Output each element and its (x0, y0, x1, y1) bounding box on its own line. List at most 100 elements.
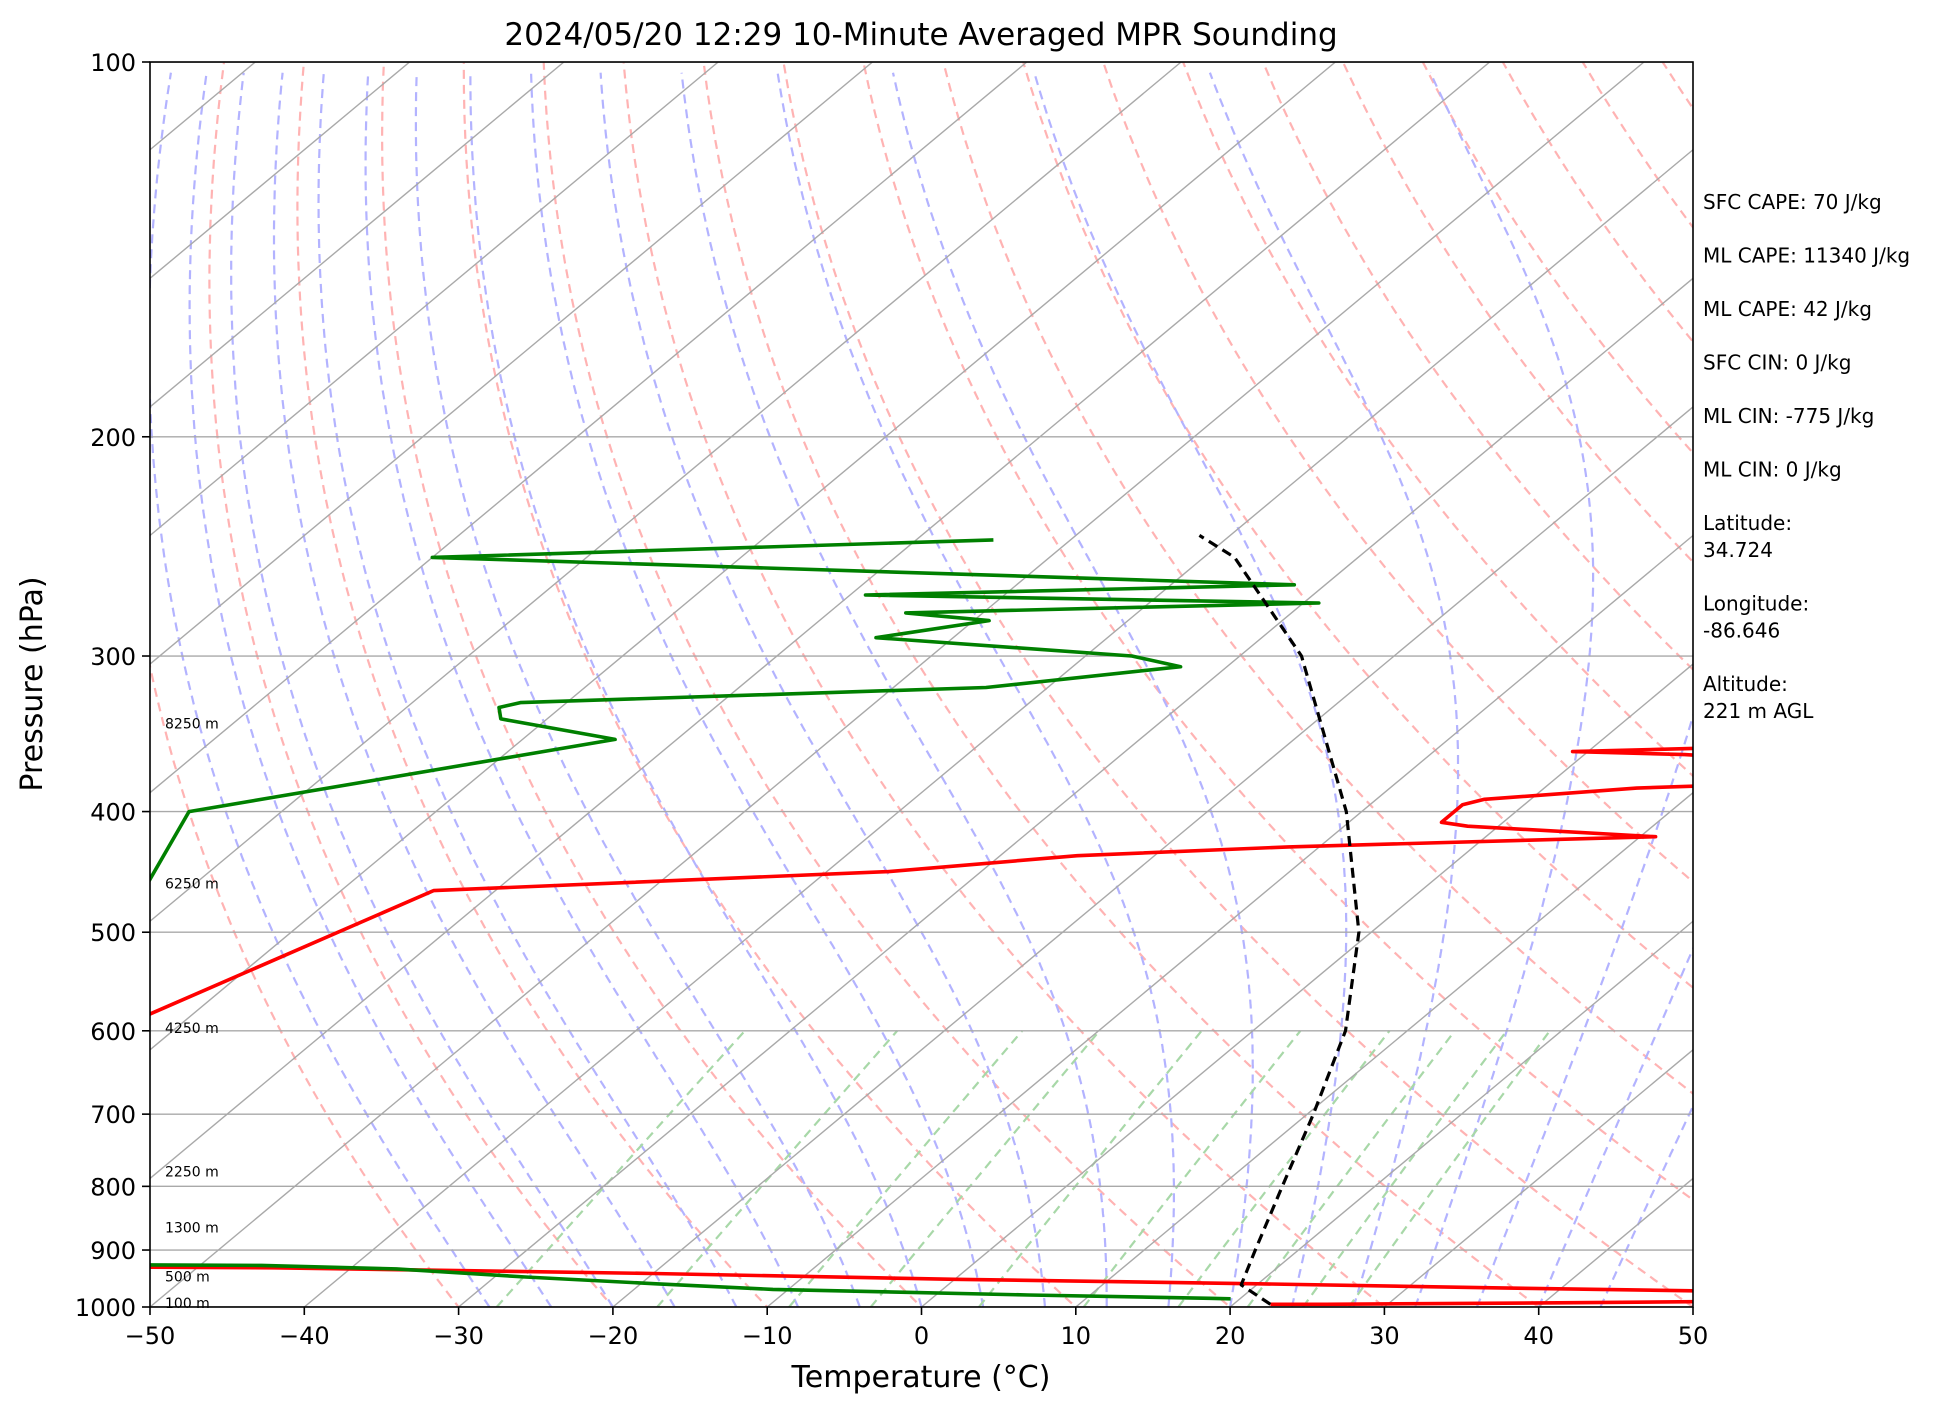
stat-text-value: -86.646 (1703, 619, 1780, 643)
stat-text: SFC CIN: 0 J/kg (1703, 351, 1851, 375)
height-label: 2250 m (165, 1164, 219, 1180)
moist-adiabat (891, 72, 1254, 1307)
x-tick-label: −40 (279, 1322, 330, 1350)
y-axis-label: Pressure (hPa) (15, 576, 50, 791)
isotherm (150, 62, 873, 665)
isotherm (1075, 791, 1693, 1307)
stat-text: Latitude: (1703, 511, 1792, 535)
y-tick-label: 400 (90, 799, 136, 827)
x-tick-label: 30 (1369, 1322, 1400, 1350)
moist-adiabat (599, 72, 1046, 1307)
y-axis: 1000 900 800 700 600 500 400 300 200 100 (75, 49, 150, 1322)
isotherm (1383, 1048, 1693, 1307)
isotherm (150, 62, 1491, 1180)
moist-adiabat (272, 72, 676, 1307)
y-tick-label: 900 (90, 1237, 136, 1265)
x-tick-label: 40 (1523, 1322, 1554, 1350)
sounding-stats: SFC CAPE: 70 J/kg ML CAPE: 11340 J/kg ML C… (1703, 190, 1910, 723)
moist-adiabat (230, 72, 614, 1307)
x-tick-label: 10 (1061, 1322, 1092, 1350)
y-tick-label: 700 (90, 1101, 136, 1129)
dry-adiabat (1341, 62, 1693, 564)
dry-adiabat (702, 62, 1541, 1307)
dry-adiabat (296, 62, 769, 1307)
height-label: 8250 m (165, 717, 219, 733)
stat-text: SFC CAPE: 70 J/kg (1703, 190, 1882, 214)
moist-adiabat (776, 72, 1175, 1307)
dewpoint-line (150, 538, 1321, 1301)
stat-text: ML CAPE: 11340 J/kg (1703, 244, 1910, 268)
y-tick-label: 1000 (75, 1294, 136, 1322)
isotherm (150, 62, 719, 537)
x-tick-label: −30 (433, 1322, 484, 1350)
moist-adiabat (317, 72, 738, 1307)
moist-adiabat (1475, 712, 1693, 1307)
y-tick-label: 800 (90, 1173, 136, 1201)
stat-text: Altitude: (1703, 672, 1788, 696)
mixing-ratio-line (788, 1030, 1024, 1307)
stat-text: ML CIN: -775 J/kg (1703, 404, 1874, 428)
moist-adiabat (364, 72, 800, 1307)
isotherm (150, 62, 411, 280)
stat-text: ML CAPE: 42 J/kg (1703, 297, 1872, 321)
dry-adiabat (542, 62, 1232, 1307)
mixing-ratio-line (1302, 1030, 1508, 1307)
isotherm (1229, 920, 1693, 1307)
height-label: 6250 m (165, 877, 219, 893)
mixing-ratio-line (495, 1030, 746, 1307)
moist-adiabat (150, 72, 491, 1307)
dry-adiabat (942, 62, 1693, 1095)
isotherm (921, 663, 1693, 1307)
y-tick-label: 500 (90, 919, 136, 947)
height-label: 500 m (165, 1269, 210, 1285)
isotherm (150, 62, 1028, 794)
isotherm (612, 406, 1693, 1307)
isotherm (766, 534, 1693, 1307)
dry-adiabat (1181, 62, 1693, 778)
moist-adiabat (1033, 72, 1348, 1307)
y-tick-label: 200 (90, 424, 136, 452)
mixing-ratio-line (1082, 1030, 1302, 1307)
dry-adiabat (462, 62, 1078, 1307)
data-layer (150, 534, 1693, 1307)
dry-adiabat (862, 62, 1693, 1202)
x-tick-label: −20 (588, 1322, 639, 1350)
dry-adiabat (1421, 62, 1693, 455)
moist-adiabat (1208, 72, 1460, 1307)
dry-adiabat (1261, 62, 1693, 671)
moist-adiabat (414, 72, 861, 1307)
moist-adiabat (1537, 945, 1693, 1307)
x-axis-label: Temperature (°C) (791, 1360, 1051, 1395)
moist-adiabat (469, 72, 923, 1307)
mixing-ratio-line (978, 1030, 1203, 1307)
dry-adiabat (380, 62, 924, 1307)
dry-adiabat (1882, 34, 1939, 1333)
dry-adiabat (1803, 34, 1939, 1333)
isotherm (150, 62, 1336, 1051)
isotherm (303, 148, 1693, 1307)
stat-text: Longitude: (1703, 592, 1809, 616)
x-tick-label: −10 (742, 1322, 793, 1350)
dry-adiabat (1022, 62, 1693, 990)
isotherm (458, 277, 1693, 1307)
x-axis: −50 −40 −30 −20 −10 0 10 20 30 40 50 (125, 1307, 1709, 1350)
x-tick-label: 50 (1678, 1322, 1709, 1350)
isotherm (150, 62, 1645, 1307)
dry-adiabat (1661, 62, 1693, 111)
stat-text: ML CIN: 0 J/kg (1703, 458, 1842, 482)
y-tick-label: 300 (90, 643, 136, 671)
parcel-line (1198, 534, 1361, 1306)
y-tick-label: 600 (90, 1018, 136, 1046)
temperature-line (150, 746, 1693, 1307)
moist-adiabat (1599, 1103, 1693, 1307)
moist-adiabat (188, 72, 553, 1307)
dry-adiabat (782, 62, 1693, 1307)
height-label: 100 m (165, 1296, 210, 1312)
plot-frame (149, 61, 1694, 1308)
dry-adiabat (208, 62, 615, 1307)
moist-adiabat (530, 72, 985, 1307)
mixing-ratio-line (656, 1030, 899, 1307)
isotherm (150, 62, 1182, 923)
y-tick-label: 100 (90, 49, 136, 77)
